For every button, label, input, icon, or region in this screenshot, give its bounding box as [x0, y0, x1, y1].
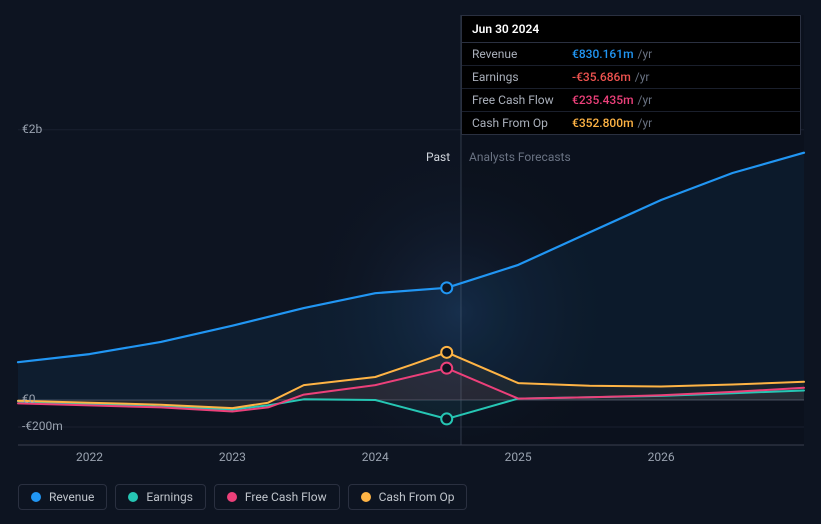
- legend-item-fcf[interactable]: Free Cash Flow: [214, 484, 340, 510]
- legend-dot-icon: [361, 492, 371, 502]
- x-axis-label: 2025: [505, 450, 532, 464]
- tooltip-label: Cash From Op: [472, 116, 572, 130]
- tooltip-label: Earnings: [472, 70, 572, 84]
- legend-item-cfo[interactable]: Cash From Op: [348, 484, 468, 510]
- tooltip-unit: /yr: [638, 93, 653, 107]
- legend-label: Cash From Op: [379, 490, 455, 504]
- tooltip-date: Jun 30 2024: [462, 16, 800, 43]
- x-axis-label: 2024: [362, 450, 389, 464]
- x-axis-label: 2022: [76, 450, 103, 464]
- chart-tooltip: Jun 30 2024 Revenue€830.161m/yrEarnings-…: [461, 15, 801, 135]
- y-axis-label: €2b: [22, 122, 42, 136]
- legend-label: Revenue: [49, 490, 94, 504]
- tooltip-row-revenue: Revenue€830.161m/yr: [462, 43, 800, 66]
- x-axis-label: 2023: [219, 450, 246, 464]
- chart-legend: Revenue Earnings Free Cash Flow Cash From O…: [18, 484, 467, 510]
- x-axis-label: 2026: [648, 450, 675, 464]
- legend-item-revenue[interactable]: Revenue: [18, 484, 107, 510]
- tooltip-row-cfo: Cash From Op€352.800m/yr: [462, 112, 800, 134]
- financial-chart: Past Analysts Forecasts Jun 30 2024 Reve…: [0, 0, 821, 524]
- tooltip-value: -€35.686m: [572, 70, 631, 84]
- legend-item-earnings[interactable]: Earnings: [115, 484, 206, 510]
- tooltip-unit: /yr: [638, 47, 653, 61]
- y-axis-label: €0: [22, 392, 36, 406]
- past-label: Past: [426, 150, 450, 164]
- tooltip-unit: /yr: [635, 70, 650, 84]
- forecast-label: Analysts Forecasts: [469, 150, 571, 164]
- tooltip-unit: /yr: [638, 116, 653, 130]
- legend-dot-icon: [128, 492, 138, 502]
- tooltip-label: Free Cash Flow: [472, 93, 572, 107]
- legend-label: Earnings: [146, 490, 193, 504]
- legend-dot-icon: [31, 492, 41, 502]
- tooltip-value: €830.161m: [572, 47, 634, 61]
- tooltip-row-fcf: Free Cash Flow€235.435m/yr: [462, 89, 800, 112]
- legend-label: Free Cash Flow: [245, 490, 327, 504]
- legend-dot-icon: [227, 492, 237, 502]
- tooltip-value: €352.800m: [572, 116, 634, 130]
- y-axis-label: -€200m: [22, 419, 63, 433]
- tooltip-label: Revenue: [472, 47, 572, 61]
- tooltip-row-earnings: Earnings-€35.686m/yr: [462, 66, 800, 89]
- tooltip-value: €235.435m: [572, 93, 634, 107]
